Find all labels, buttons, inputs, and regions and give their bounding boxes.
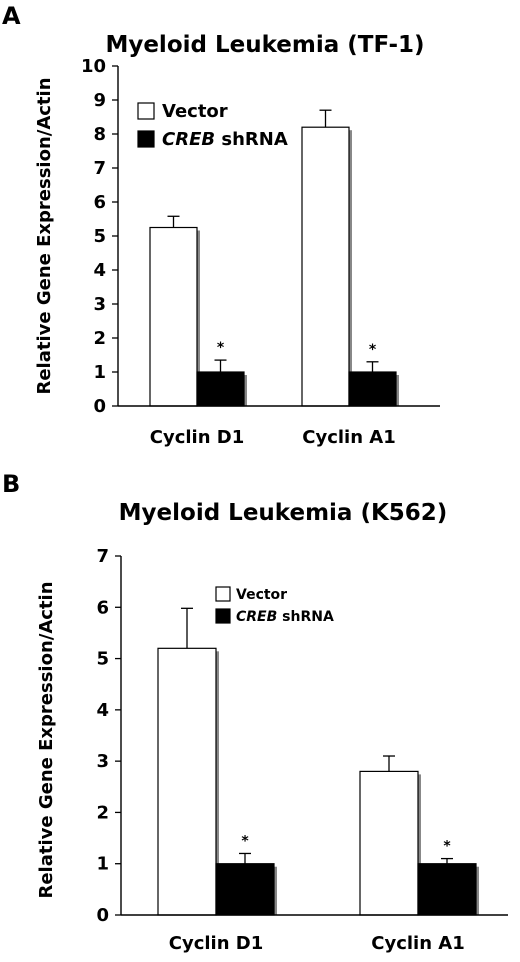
bar-vector-cyclin-d1 (149, 226, 198, 407)
chart-a-ytick-label: 4 (93, 260, 106, 281)
chart-a-title: Myeloid Leukemia (TF-1) (105, 32, 424, 58)
chart-a-ytick-label: 1 (93, 362, 106, 383)
chart-b-ytick-label: 2 (96, 802, 109, 823)
bar-vector-cyclin-d1 (157, 647, 217, 916)
chart-panel-b: B Myeloid Leukemia (K562) Relative Gene … (0, 470, 520, 962)
panel-label-b: B (2, 470, 20, 498)
chart-a-ytick-label: 5 (93, 226, 106, 247)
legend-label: CREB shRNA (162, 129, 288, 150)
chart-b-ytick-label: 5 (96, 649, 109, 670)
chart-b-ticks: 0 1 2 3 4 5 6 7 (96, 546, 121, 926)
chart-a-ytick-label: 7 (93, 158, 106, 179)
bar-vector-cyclin-a1 (301, 126, 350, 407)
bar-creb-shrna-cyclin-a1 (417, 863, 477, 916)
chart-b-ytick-label: 4 (96, 700, 109, 721)
chart-panel-a: A Myeloid Leukemia (TF-1) Relative Gene … (0, 0, 520, 470)
chart-a-legend: Vector CREB shRNA (137, 101, 288, 150)
significance-marker: * (443, 839, 451, 855)
chart-b-ylabel: Relative Gene Expression/Actin (36, 581, 57, 898)
chart-a-ylabel: Relative Gene Expression/Actin (34, 77, 55, 394)
chart-a-ytick-label: 0 (93, 396, 106, 417)
chart-a-ytick-label: 2 (93, 328, 106, 349)
legend-swatch (215, 586, 231, 602)
panel-label-a: A (2, 2, 21, 30)
chart-a-ticks: 0 1 2 3 4 5 6 7 8 9 10 (81, 56, 118, 417)
bar-creb-shrna-cyclin-a1 (348, 371, 397, 407)
chart-b-title: Myeloid Leukemia (K562) (119, 500, 448, 526)
chart-b-legend: Vector CREB shRNA (215, 586, 334, 625)
category-label: Cyclin A1 (371, 933, 465, 954)
chart-a-ytick-label: 8 (93, 124, 106, 145)
legend-label: Vector (236, 587, 287, 603)
legend-swatch (137, 102, 155, 120)
chart-a-ytick-label: 10 (81, 56, 106, 77)
category-label: Cyclin D1 (169, 933, 264, 954)
chart-b-bars: * * (157, 607, 479, 916)
chart-b-axes (120, 556, 508, 916)
legend-label: Vector (162, 101, 228, 122)
chart-a-categories: Cyclin D1 Cyclin A1 (150, 427, 396, 448)
chart-b-ytick-label: 6 (96, 597, 109, 618)
chart-b-ytick-label: 7 (96, 546, 109, 567)
category-label: Cyclin A1 (302, 427, 396, 448)
chart-a-svg: A Myeloid Leukemia (TF-1) Relative Gene … (2, 2, 440, 448)
significance-marker: * (369, 342, 377, 358)
bar-creb-shrna-cyclin-d1 (215, 863, 275, 916)
chart-a-ytick-label: 6 (93, 192, 106, 213)
chart-a-ytick-label: 3 (93, 294, 106, 315)
chart-b-ytick-label: 3 (96, 751, 109, 772)
chart-a-bars: * * (149, 109, 399, 407)
bar-creb-shrna-cyclin-d1 (196, 371, 245, 407)
chart-b-ytick-label: 0 (96, 905, 109, 926)
chart-a-ytick-label: 9 (93, 90, 106, 111)
chart-b-categories: Cyclin D1 Cyclin A1 (169, 933, 465, 954)
category-label: Cyclin D1 (150, 427, 245, 448)
bar-vector-cyclin-a1 (359, 770, 419, 916)
significance-marker: * (241, 833, 249, 849)
chart-b-ytick-label: 1 (96, 854, 109, 875)
chart-b-svg: B Myeloid Leukemia (K562) Relative Gene … (2, 470, 508, 954)
chart-a-axes (117, 66, 440, 407)
legend-swatch (215, 608, 231, 624)
legend-swatch (137, 130, 155, 148)
significance-marker: * (217, 340, 225, 356)
legend-label: CREB shRNA (236, 609, 334, 625)
